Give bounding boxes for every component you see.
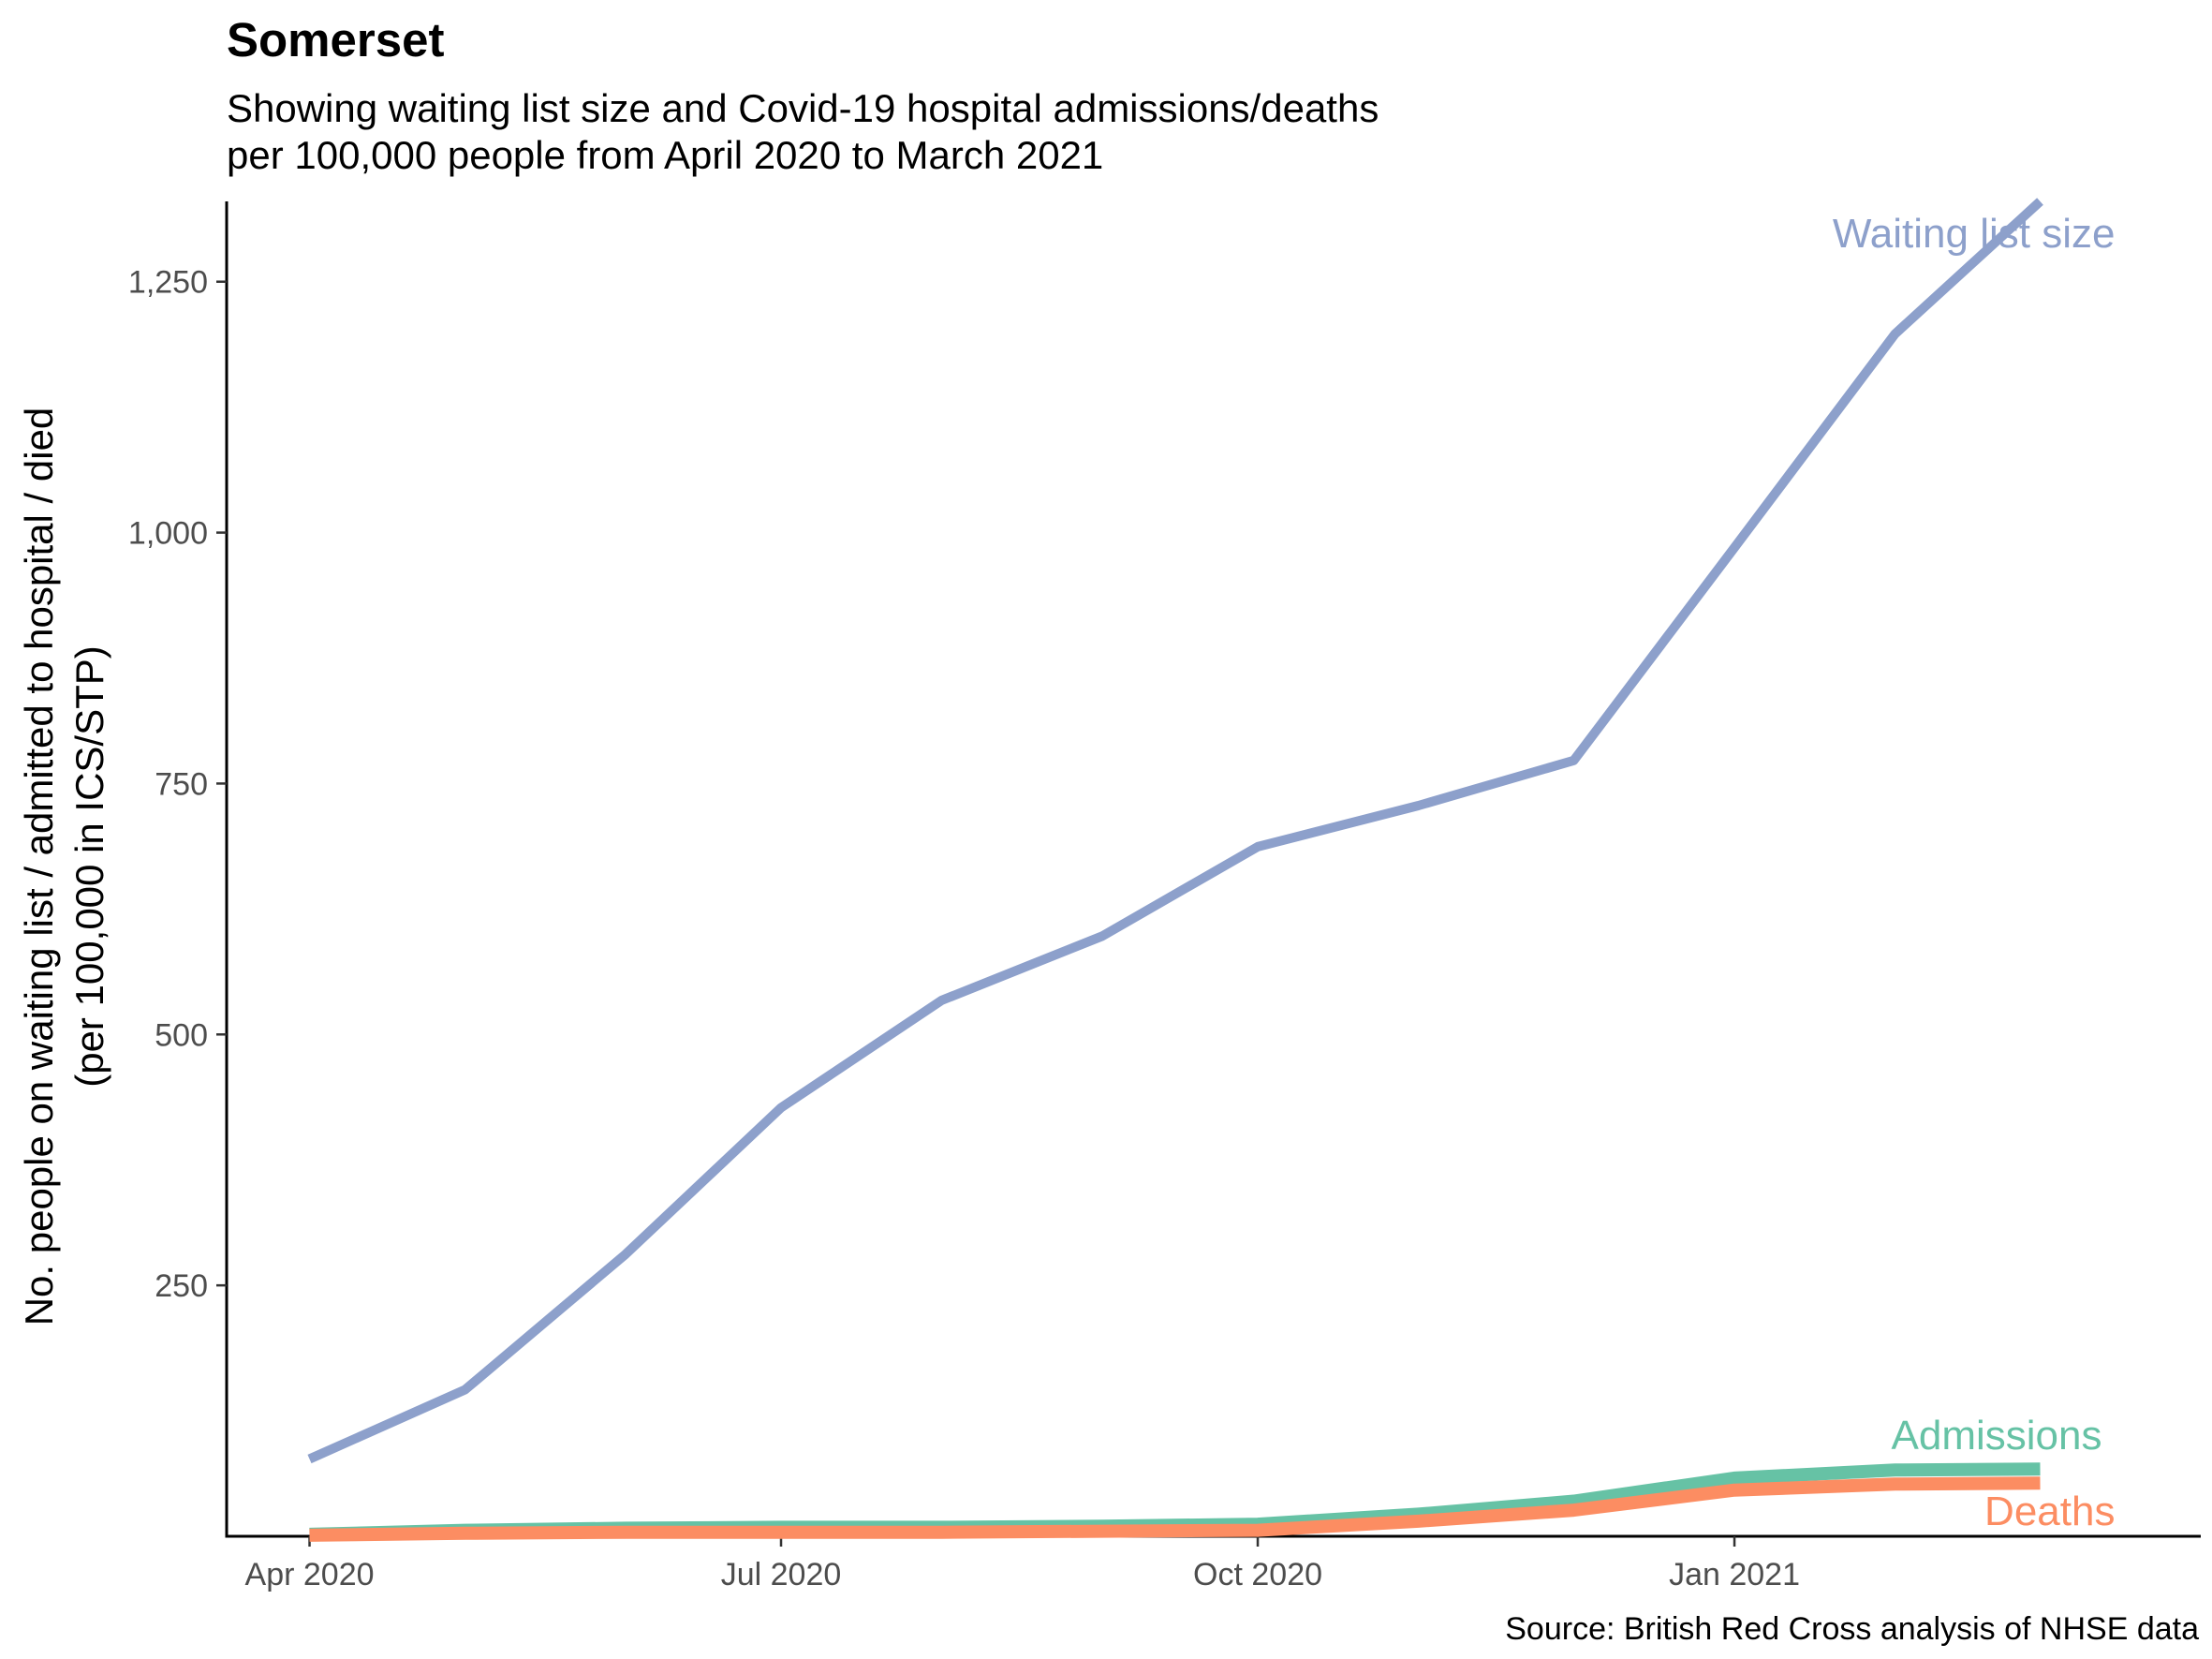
series-label-waiting-list-size: Waiting list size (1833, 211, 2116, 257)
series-label-admissions: Admissions (1892, 1413, 2102, 1459)
y-tick-label: 250 (155, 1268, 208, 1304)
y-axis-title-line-2: (per 100,000 in ICS/STP) (67, 645, 111, 1088)
series-line-waiting-list-size (307, 198, 2043, 1464)
x-tick-label: Jul 2020 (721, 1557, 842, 1592)
y-tick-label: 750 (155, 766, 208, 802)
x-tick-label: Oct 2020 (1193, 1557, 1322, 1592)
plot-area: 250 500 750 1,000 1,250 Apr 2020 Jul 2020 Oct 2… (128, 198, 2201, 1592)
chart-caption: Source: British Red Cross analysis of NH… (1505, 1611, 2199, 1647)
y-tick-label: 1,250 (128, 265, 208, 301)
chart-subtitle-line-1: Showing waiting list size and Covid-19 h… (227, 86, 1379, 130)
y-axis-title: No. people on waiting list / admitted to… (17, 407, 111, 1326)
x-tick-label: Apr 2020 (245, 1557, 375, 1592)
y-tick-label: 500 (155, 1017, 208, 1053)
series-label-deaths: Deaths (1984, 1489, 2115, 1534)
y-tick-label: 1,000 (128, 516, 208, 552)
x-tick-label: Jan 2021 (1669, 1557, 1800, 1592)
y-axis-title-line-1: No. people on waiting list / admitted to… (17, 407, 61, 1326)
chart-title: Somerset (227, 13, 444, 67)
chart-subtitle-line-2: per 100,000 people from April 2020 to Ma… (227, 133, 1103, 177)
series-line-deaths (309, 1476, 2041, 1542)
